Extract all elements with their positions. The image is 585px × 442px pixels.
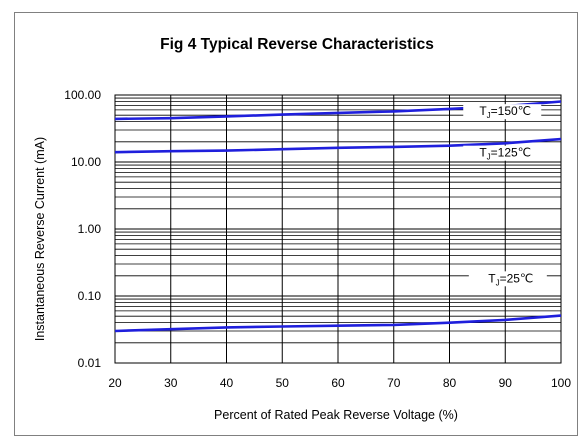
y-tick-label: 100.00 (64, 88, 101, 102)
x-tick-label: 90 (499, 376, 513, 390)
y-tick-label: 0.01 (78, 356, 102, 370)
series-label: TJ=125℃ (479, 146, 531, 162)
x-tick-label: 60 (331, 376, 345, 390)
series-line (114, 137, 562, 154)
series-label-background (463, 104, 542, 120)
x-tick-label: 20 (108, 376, 122, 390)
x-tick-label: 30 (164, 376, 178, 390)
y-tick-label: 1.00 (78, 222, 102, 236)
y-axis-label: Instantaneous Reverse Current (mA) (33, 137, 47, 341)
x-tick-label: 50 (276, 376, 290, 390)
y-tick-label: 10.00 (71, 155, 101, 169)
x-tick-label: 100 (551, 376, 571, 390)
grid (114, 94, 562, 364)
series-label: TJ=150℃ (479, 104, 531, 120)
x-tick-label: 70 (387, 376, 401, 390)
series-label-background (463, 145, 542, 161)
chart: Fig 4 Typical Reverse Characteristics TJ… (33, 36, 571, 422)
series-label: TJ=25℃ (488, 271, 533, 287)
series-label-background (468, 271, 547, 287)
chart-frame: Fig 4 Typical Reverse Characteristics TJ… (14, 12, 578, 436)
x-tick-label: 80 (443, 376, 457, 390)
chart-title: Fig 4 Typical Reverse Characteristics (160, 36, 434, 53)
x-tick-label: 40 (220, 376, 234, 390)
series-group: TJ=150℃ TJ=125℃ TJ=25℃ (114, 100, 562, 333)
x-axis-label: Percent of Rated Peak Reverse Voltage (%… (214, 408, 458, 422)
y-tick-label: 0.10 (78, 289, 102, 303)
tick-labels: 20 30 40 50 60 70 80 90 100 0.01 0.10 1.00 10.00 100.… (64, 88, 571, 390)
plot-area-border (114, 94, 562, 364)
series-line (114, 314, 562, 333)
